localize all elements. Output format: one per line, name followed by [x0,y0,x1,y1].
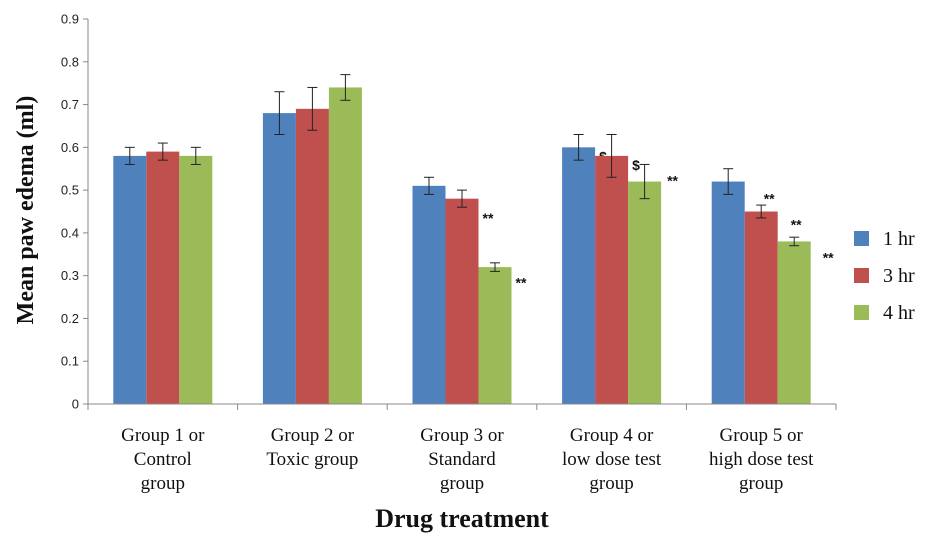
x-category-label: group [739,473,783,494]
y-tick-label: 0.6 [61,140,79,155]
bar [595,155,629,404]
significance-marker: ** [764,191,775,207]
x-category-label: Group 1 or [121,425,205,446]
bar [295,108,329,404]
bar [262,113,296,404]
y-tick-label: 0.1 [61,354,79,369]
significance-marker: ** [791,216,802,232]
legend-swatch [854,268,869,283]
y-axis-title: Mean paw edema (ml) [13,96,39,325]
bar [412,185,446,404]
x-category-label: high dose test [709,449,814,470]
bar [146,151,180,404]
legend-label: 4 hr [883,302,915,324]
y-tick-label: 0.4 [61,225,79,240]
legend: 1 hr 3 hr 4 hr [854,228,915,324]
x-category-label: Group 4 or [570,425,654,446]
legend-swatch [854,231,869,246]
bar [478,267,512,404]
bar [328,87,362,404]
x-category-label: Standard [428,449,496,470]
x-category-label: group [440,473,484,494]
bar [445,198,479,404]
significance-marker: $ [632,157,640,173]
x-category-label: group [141,473,185,494]
y-tick-label: 0.9 [61,12,79,27]
bar [562,147,596,405]
x-category-label: group [589,473,633,494]
significance-marker: ** [483,210,494,226]
legend-label: 3 hr [883,265,915,287]
bar [744,211,778,404]
y-axis: 0 0.1 0.2 0.3 0.4 0.5 0.6 0.7 0.8 0.9 [61,12,89,412]
x-axis-title: Drug treatment [375,504,549,533]
x-category-label: low dose test [562,449,662,470]
y-tick-label: 0.3 [61,268,79,283]
bar [777,241,811,404]
x-category-label: Control [134,449,192,470]
x-axis: Group 1 or Control group Group 2 or Toxic gr… [87,403,837,494]
y-tick-label: 0.7 [61,97,79,112]
significance-marker: ** [667,173,678,189]
y-tick-label: 0.8 [61,54,79,69]
x-category-label: Group 3 or [420,425,504,446]
y-tick-label: 0.5 [61,183,79,198]
x-category-label: Toxic group [266,449,358,470]
bar [711,181,745,404]
x-category-label: Group 5 or [720,425,804,446]
bar [628,181,662,404]
x-category-label: Group 2 or [271,425,355,446]
y-tick-label: 0 [72,397,79,412]
bar [113,155,147,404]
significance-marker: ** [823,249,834,265]
legend-label: 1 hr [883,228,915,250]
significance-marker: ** [516,274,527,290]
y-tick-label: 0.2 [61,311,79,326]
legend-swatch [854,305,869,320]
bars: **$**$********** [113,74,834,405]
bar [179,155,213,404]
